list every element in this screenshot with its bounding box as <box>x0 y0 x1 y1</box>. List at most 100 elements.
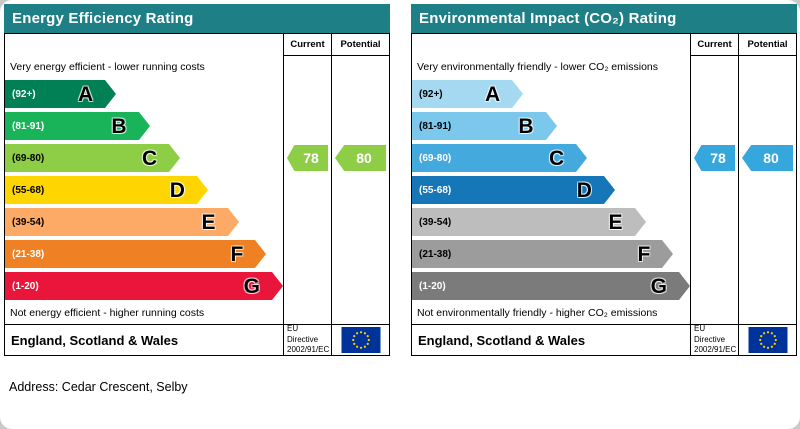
band-bar-a: (92+) A <box>5 80 117 108</box>
eu-directive-label: EU Directive 2002/91/EC <box>690 324 738 355</box>
band-letter: E <box>201 210 216 234</box>
band-range: (92+) <box>419 88 443 100</box>
band-bar-f: (21-38) F <box>412 240 674 268</box>
band-row-c: (69-80) C <box>5 142 283 174</box>
band-bar-b: (81-91) B <box>412 112 557 140</box>
potential-column: Potential 80 <box>738 34 796 324</box>
band-range: (21-38) <box>419 248 452 260</box>
header-spacer <box>412 34 690 56</box>
band-bar-c: (69-80) C <box>5 144 181 172</box>
band-letter: E <box>608 210 623 234</box>
band-row-c: (69-80) C <box>412 142 690 174</box>
band-bar-c: (69-80) C <box>412 144 588 172</box>
chart-title: Environmental Impact (CO₂) Rating <box>411 4 797 33</box>
band-bar-b: (81-91) B <box>5 112 150 140</box>
band-row-d: (55-68) D <box>412 174 690 206</box>
energy-efficiency-chart: Energy Efficiency Rating Very energy eff… <box>4 4 390 356</box>
band-letter: B <box>111 114 127 138</box>
rating-charts: Energy Efficiency Rating Very energy eff… <box>4 4 797 356</box>
top-note: Very energy efficient - lower running co… <box>10 61 205 73</box>
chart-title: Energy Efficiency Rating <box>4 4 390 33</box>
band-bar-a: (92+) A <box>412 80 524 108</box>
band-row-a: (92+) A <box>5 78 283 110</box>
band-letter: D <box>169 178 185 202</box>
bottom-note: Not environmentally friendly - higher CO… <box>417 307 658 319</box>
band-bar-d: (55-68) D <box>5 176 208 204</box>
band-letter: A <box>485 82 501 106</box>
rating-bands: (92+) A (81-91) B (69-80) C (55-68) D (39-54) E (2… <box>5 78 283 302</box>
band-row-b: (81-91) B <box>412 110 690 142</box>
potential-column-header: Potential <box>332 34 389 56</box>
band-range: (1-20) <box>12 280 39 292</box>
band-row-b: (81-91) B <box>5 110 283 142</box>
region-label: England, Scotland & Wales <box>11 332 179 348</box>
band-range: (39-54) <box>419 216 452 228</box>
current-rating-pointer: 78 <box>694 145 735 171</box>
potential-column-header: Potential <box>739 34 796 56</box>
band-letter: B <box>518 114 534 138</box>
eu-flag-icon <box>341 327 380 353</box>
band-row-e: (39-54) E <box>412 206 690 238</box>
band-range: (81-91) <box>12 120 45 132</box>
potential-rating-pointer: 80 <box>335 145 386 171</box>
header-spacer <box>5 34 283 56</box>
band-range: (69-80) <box>419 152 452 164</box>
bands-area: Very environmentally friendly - lower CO… <box>412 34 690 324</box>
bottom-note: Not energy efficient - higher running co… <box>10 307 205 319</box>
current-column-header: Current <box>691 34 738 56</box>
band-row-g: (1-20) G <box>412 270 690 302</box>
eu-directive-line2: 2002/91/EC <box>694 345 737 355</box>
band-range: (55-68) <box>419 184 452 196</box>
eu-directive-line1: EU Directive <box>694 324 726 344</box>
band-range: (55-68) <box>12 184 45 196</box>
current-rating-pointer: 78 <box>287 145 328 171</box>
band-row-d: (55-68) D <box>5 174 283 206</box>
current-column: Current 78 <box>690 34 738 324</box>
region-label: England, Scotland & Wales <box>418 332 586 348</box>
band-letter: F <box>230 242 244 266</box>
environmental-impact-chart: Environmental Impact (CO₂) Rating Very e… <box>411 4 797 356</box>
band-bar-g: (1-20) G <box>5 272 283 300</box>
chart-footer: England, Scotland & Wales EU Directive 2… <box>412 324 796 355</box>
band-letter: C <box>548 146 565 170</box>
current-column-header: Current <box>284 34 331 56</box>
property-address: Address: Cedar Crescent, Selby <box>9 380 188 394</box>
band-row-f: (21-38) F <box>5 238 283 270</box>
band-letter: G <box>243 274 260 298</box>
current-column: Current 78 <box>283 34 331 324</box>
band-letter: F <box>637 242 651 266</box>
eu-flag-icon <box>748 327 787 353</box>
band-letter: A <box>78 82 94 106</box>
bands-area: Very energy efficient - lower running co… <box>5 34 283 324</box>
band-bar-e: (39-54) E <box>5 208 239 236</box>
band-range: (69-80) <box>12 152 45 164</box>
chart-footer: England, Scotland & Wales EU Directive 2… <box>5 324 389 355</box>
band-bar-e: (39-54) E <box>412 208 646 236</box>
band-row-e: (39-54) E <box>5 206 283 238</box>
rating-bands: (92+) A (81-91) B (69-80) C (55-68) D (39-54) E (2… <box>412 78 690 302</box>
band-bar-f: (21-38) F <box>5 240 267 268</box>
top-note: Very environmentally friendly - lower CO… <box>417 61 658 73</box>
band-range: (92+) <box>12 88 36 100</box>
band-range: (81-91) <box>419 120 452 132</box>
band-letter: G <box>650 274 667 298</box>
eu-directive-line1: EU Directive <box>287 324 319 344</box>
eu-flag <box>331 325 389 355</box>
potential-rating-pointer: 80 <box>742 145 793 171</box>
eu-directive-label: EU Directive 2002/91/EC <box>283 324 331 355</box>
band-range: (39-54) <box>12 216 45 228</box>
potential-column: Potential 80 <box>331 34 389 324</box>
band-bar-g: (1-20) G <box>412 272 690 300</box>
band-row-f: (21-38) F <box>412 238 690 270</box>
eu-flag <box>738 325 796 355</box>
band-row-g: (1-20) G <box>5 270 283 302</box>
band-bar-d: (55-68) D <box>412 176 615 204</box>
band-letter: C <box>141 146 158 170</box>
band-row-a: (92+) A <box>412 78 690 110</box>
band-range: (1-20) <box>419 280 446 292</box>
chart-box: Very energy efficient - lower running co… <box>4 33 390 356</box>
eu-directive-line2: 2002/91/EC <box>287 345 330 355</box>
chart-box: Very environmentally friendly - lower CO… <box>411 33 797 356</box>
band-range: (21-38) <box>12 248 45 260</box>
